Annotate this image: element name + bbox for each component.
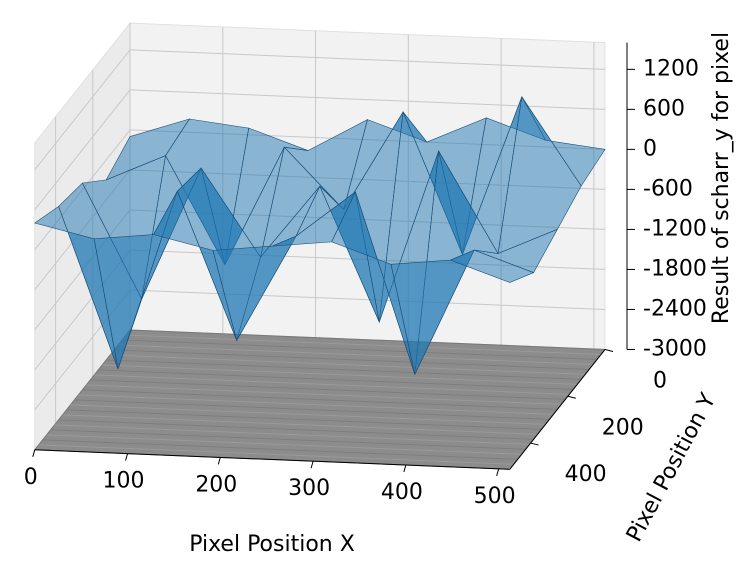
y-tick-label: 200	[602, 415, 644, 440]
z-tick-label: -2400	[643, 296, 707, 321]
ground-texture	[46, 434, 522, 455]
z-tick-label: -600	[643, 176, 693, 201]
z-tick-label: 0	[643, 136, 657, 161]
ground-texture	[42, 439, 518, 460]
ground-texture	[86, 384, 562, 405]
grid-line	[34, 89, 131, 210]
x-tick	[125, 453, 129, 461]
y-axis	[509, 349, 606, 470]
ground-texture	[62, 414, 538, 435]
y-tick	[530, 442, 539, 446]
x-tick	[496, 468, 500, 476]
ground-texture	[66, 409, 542, 430]
x-tick	[217, 457, 221, 465]
x-tick	[310, 461, 314, 469]
z-tick-label: -1200	[643, 216, 707, 241]
ground-texture	[70, 404, 546, 425]
z-tick-label: 600	[643, 96, 685, 121]
ground-texture	[50, 429, 526, 450]
y-tick	[567, 395, 576, 399]
x-tick-label: 300	[288, 476, 330, 501]
x-tick-label: 100	[103, 469, 145, 494]
surface-cell	[449, 249, 535, 283]
ground-texture	[94, 374, 570, 395]
x-tick-label: 0	[24, 465, 38, 490]
ground-texture	[114, 349, 590, 370]
z-tick-label: -3000	[643, 336, 707, 361]
x-axis	[34, 449, 510, 470]
grid-line	[129, 289, 606, 310]
x-tick-label: 200	[195, 472, 237, 497]
ground-texture	[102, 364, 578, 385]
ground-texture	[122, 339, 598, 360]
z-tick-label: -1800	[643, 256, 707, 281]
z-tick-label: 1200	[643, 56, 699, 81]
ground-texture	[98, 369, 574, 390]
y-tick-label: 0	[653, 368, 667, 393]
x-tick-label: 400	[381, 480, 423, 505]
z-axis-label: Result of scharr_y for pixel	[709, 32, 734, 324]
x-tick	[403, 464, 407, 473]
ground-texture	[38, 444, 514, 465]
x-axis-label: Pixel Position X	[189, 532, 355, 557]
ground-texture	[118, 344, 594, 365]
ground-texture	[110, 354, 586, 375]
ground-texture	[74, 399, 550, 420]
y-tick	[604, 348, 614, 352]
ground-texture	[58, 419, 534, 440]
y-tick-label: 400	[565, 462, 607, 487]
ground-texture	[106, 359, 582, 380]
grid-line	[129, 49, 606, 70]
ground-texture	[90, 379, 566, 400]
x-tick	[32, 449, 36, 457]
y-axis-label: Pixel Position Y	[622, 389, 721, 546]
grid-line	[34, 49, 131, 170]
x-tick-label: 500	[474, 484, 516, 509]
ground-texture	[78, 394, 554, 415]
ground-texture	[126, 334, 602, 355]
ground-texture	[82, 389, 558, 410]
ground-texture	[54, 424, 530, 445]
